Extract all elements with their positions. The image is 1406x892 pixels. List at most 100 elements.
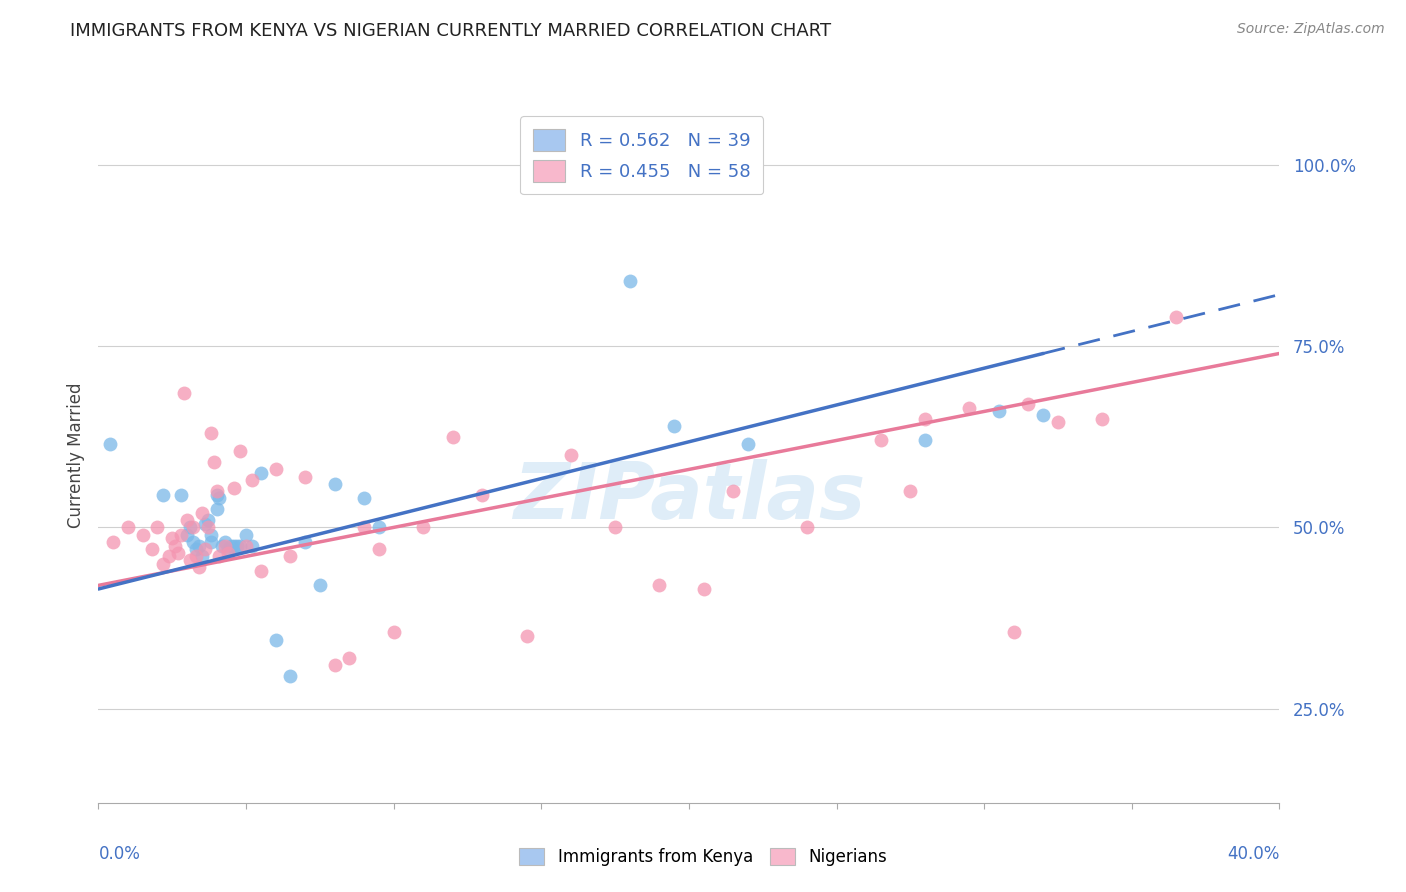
Point xyxy=(560,448,582,462)
Point xyxy=(278,669,302,683)
Point xyxy=(664,419,686,434)
Point xyxy=(1017,397,1039,411)
Point xyxy=(471,488,494,502)
Text: ZIPatlas: ZIPatlas xyxy=(513,458,865,534)
Point xyxy=(1002,625,1025,640)
Point xyxy=(224,539,246,553)
Point xyxy=(194,542,217,557)
Point xyxy=(197,513,219,527)
Point xyxy=(323,658,346,673)
Point xyxy=(103,535,125,549)
Point xyxy=(229,539,252,553)
Legend: R = 0.562   N = 39, R = 0.455   N = 58: R = 0.562 N = 39, R = 0.455 N = 58 xyxy=(520,116,763,194)
Point xyxy=(205,484,228,499)
Point xyxy=(194,516,217,531)
Point xyxy=(170,527,193,541)
Point xyxy=(368,520,391,534)
Point xyxy=(162,531,183,545)
Point xyxy=(187,560,209,574)
Point xyxy=(294,469,316,483)
Point xyxy=(250,564,273,578)
Point xyxy=(914,434,936,448)
Point xyxy=(165,539,187,553)
Point xyxy=(200,535,222,549)
Point xyxy=(353,520,375,534)
Point xyxy=(235,539,257,553)
Point xyxy=(693,582,716,596)
Point xyxy=(181,535,204,549)
Text: 40.0%: 40.0% xyxy=(1227,845,1279,863)
Point xyxy=(202,455,225,469)
Point xyxy=(211,539,233,553)
Point xyxy=(240,473,263,487)
Point xyxy=(176,527,198,541)
Point xyxy=(167,546,190,560)
Point xyxy=(184,549,207,564)
Point xyxy=(152,488,174,502)
Point xyxy=(214,539,236,553)
Point xyxy=(1091,411,1114,425)
Point xyxy=(278,549,302,564)
Point xyxy=(1164,310,1187,325)
Point xyxy=(796,520,818,534)
Y-axis label: Currently Married: Currently Married xyxy=(66,382,84,528)
Point xyxy=(353,491,375,506)
Point xyxy=(208,491,231,506)
Point xyxy=(294,535,316,549)
Point xyxy=(914,411,936,425)
Point xyxy=(146,520,169,534)
Point xyxy=(181,520,204,534)
Point xyxy=(208,549,231,564)
Point xyxy=(1032,408,1054,422)
Point xyxy=(214,535,236,549)
Point xyxy=(176,513,198,527)
Text: Source: ZipAtlas.com: Source: ZipAtlas.com xyxy=(1237,22,1385,37)
Point xyxy=(619,274,641,288)
Point xyxy=(170,488,193,502)
Point xyxy=(240,539,263,553)
Point xyxy=(987,404,1010,418)
Point xyxy=(515,629,537,643)
Text: IMMIGRANTS FROM KENYA VS NIGERIAN CURRENTLY MARRIED CORRELATION CHART: IMMIGRANTS FROM KENYA VS NIGERIAN CURREN… xyxy=(70,22,831,40)
Point xyxy=(179,553,201,567)
Point xyxy=(219,539,242,553)
Point xyxy=(173,386,195,401)
Point xyxy=(441,430,464,444)
Point xyxy=(197,520,219,534)
Point xyxy=(191,506,214,520)
Point xyxy=(117,520,139,534)
Point xyxy=(157,549,180,564)
Point xyxy=(605,520,627,534)
Point xyxy=(737,437,759,451)
Point xyxy=(412,520,434,534)
Point xyxy=(217,546,239,560)
Legend: Immigrants from Kenya, Nigerians: Immigrants from Kenya, Nigerians xyxy=(510,840,896,875)
Point xyxy=(235,527,257,541)
Point xyxy=(205,488,228,502)
Point xyxy=(721,484,744,499)
Point xyxy=(191,549,214,564)
Point xyxy=(368,542,391,557)
Point xyxy=(959,401,981,415)
Point xyxy=(323,476,346,491)
Point xyxy=(98,437,121,451)
Point xyxy=(229,444,252,458)
Point xyxy=(132,527,155,541)
Point xyxy=(337,651,360,665)
Point xyxy=(200,426,222,441)
Point xyxy=(869,434,891,448)
Point xyxy=(184,542,207,557)
Point xyxy=(141,542,163,557)
Point xyxy=(200,527,222,541)
Point xyxy=(1046,415,1069,429)
Point xyxy=(264,632,287,647)
Point xyxy=(187,539,209,553)
Point xyxy=(226,539,249,553)
Point xyxy=(309,578,332,592)
Point xyxy=(382,625,405,640)
Point xyxy=(179,520,201,534)
Point xyxy=(224,481,246,495)
Point xyxy=(205,502,228,516)
Point xyxy=(648,578,671,592)
Text: 0.0%: 0.0% xyxy=(98,845,141,863)
